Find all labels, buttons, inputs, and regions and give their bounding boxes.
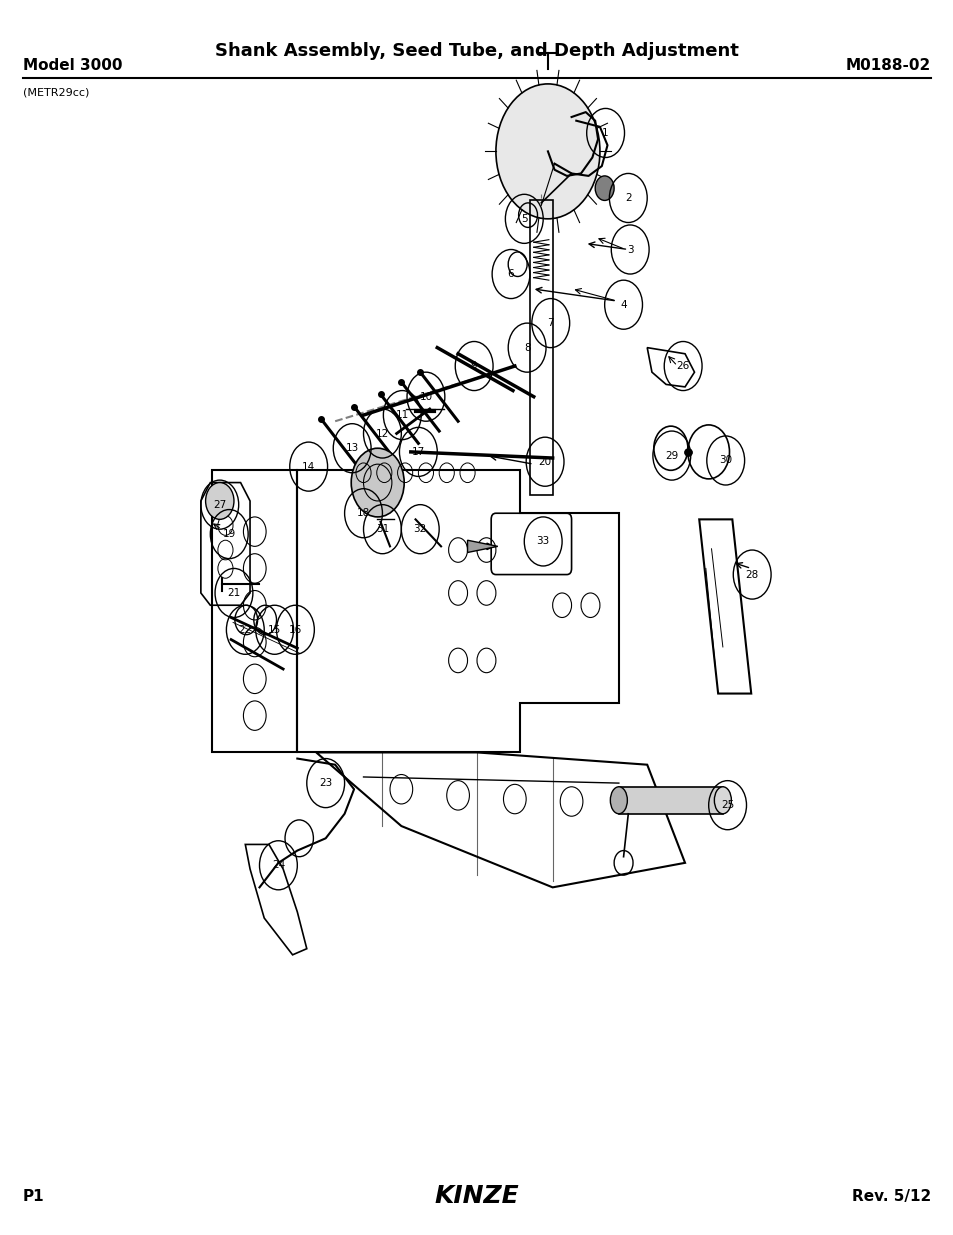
Text: 16: 16 [289,625,302,635]
Text: 6: 6 [507,269,514,279]
Text: 24: 24 [272,861,285,871]
Text: 25: 25 [720,800,734,810]
Text: 12: 12 [375,429,389,438]
Text: 4: 4 [619,300,626,310]
Bar [530,200,552,495]
Circle shape [595,175,614,200]
Text: 2: 2 [624,193,631,203]
Text: 3: 3 [626,245,633,254]
Text: 29: 29 [664,451,678,461]
Text: 20: 20 [537,457,551,467]
Text: Rev. 5/12: Rev. 5/12 [851,1189,930,1204]
Circle shape [496,84,599,219]
Text: 32: 32 [414,524,426,535]
Text: 15: 15 [268,625,281,635]
Text: KINZE: KINZE [435,1184,518,1209]
Text: 30: 30 [719,456,732,466]
Text: 7: 7 [547,319,554,329]
Text: (METR29cc): (METR29cc) [23,88,90,98]
Text: 19: 19 [222,529,235,540]
Text: 5: 5 [520,214,527,224]
Ellipse shape [610,787,627,814]
Text: 33: 33 [536,536,549,546]
Text: 14: 14 [302,462,314,472]
Text: 27: 27 [213,500,226,510]
Text: 9: 9 [471,361,476,370]
Text: 1: 1 [601,128,608,138]
Text: 8: 8 [523,342,530,353]
Text: P1: P1 [23,1189,45,1204]
Text: 22: 22 [238,625,252,635]
Text: Model 3000: Model 3000 [23,58,122,73]
Text: 18: 18 [356,509,370,519]
Text: 13: 13 [345,443,358,453]
Text: Shank Assembly, Seed Tube, and Depth Adjustment: Shank Assembly, Seed Tube, and Depth Adj… [214,42,739,59]
Text: 26: 26 [676,361,689,370]
Text: 11: 11 [395,410,409,420]
Text: 31: 31 [375,524,389,535]
Text: 10: 10 [419,391,432,401]
Text: 17: 17 [412,447,424,457]
Text: M0188-02: M0188-02 [844,58,930,73]
Circle shape [206,483,233,520]
Circle shape [351,448,404,517]
Polygon shape [467,540,497,552]
Bar [618,787,722,814]
Text: 23: 23 [318,778,332,788]
Ellipse shape [714,787,731,814]
Text: 21: 21 [227,588,240,598]
Text: 28: 28 [745,569,758,579]
